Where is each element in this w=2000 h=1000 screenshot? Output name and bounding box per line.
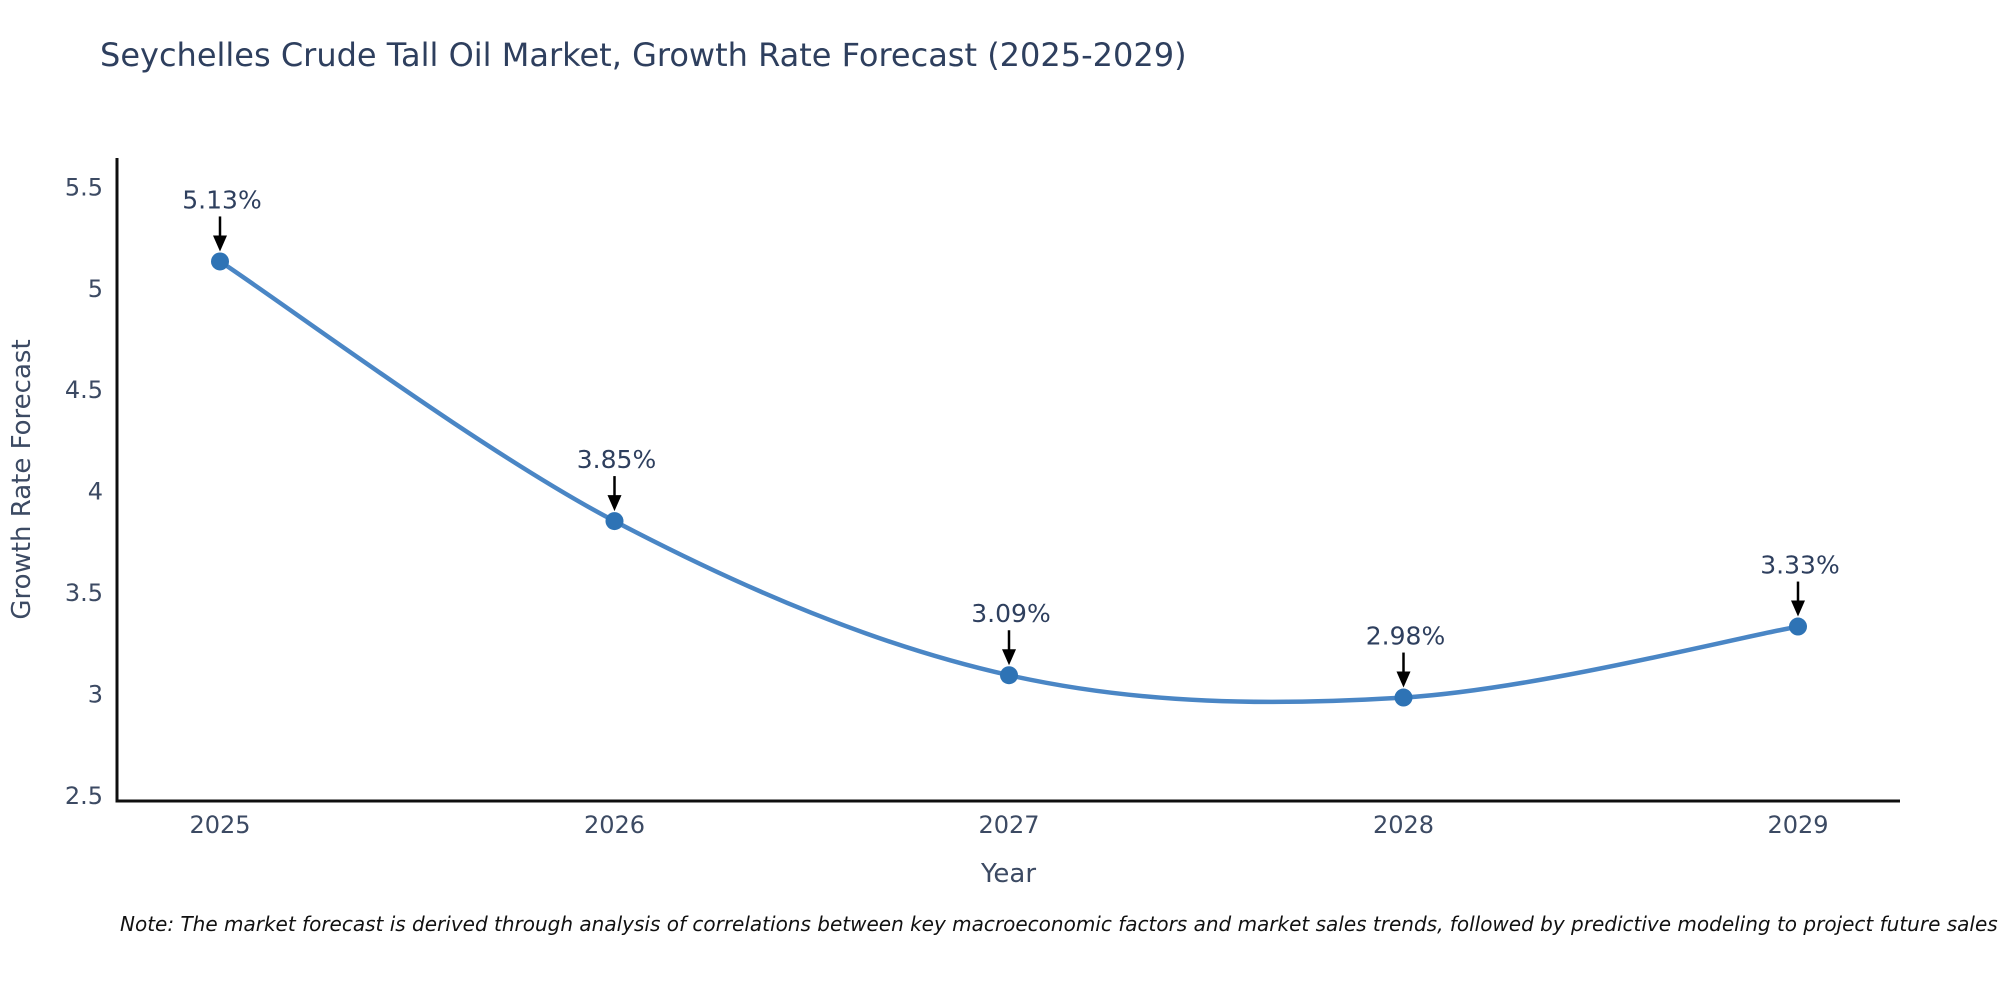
data-point-marker	[1000, 666, 1018, 685]
y-tick-label: 4.5	[65, 376, 103, 404]
x-axis-title: Year	[980, 859, 1036, 889]
x-tick-label: 2025	[189, 811, 250, 839]
annotation-arrowhead	[1396, 671, 1411, 688]
y-tick-label: 4	[88, 478, 103, 506]
annotation-arrowhead	[1002, 649, 1016, 666]
data-point-label: 3.33%	[1760, 551, 1839, 580]
data-point-marker	[211, 252, 229, 271]
data-point-label: 5.13%	[182, 185, 261, 214]
data-point-label: 2.98%	[1366, 622, 1445, 651]
data-point-marker	[605, 512, 624, 531]
x-tick-label: 2027	[978, 811, 1039, 839]
x-tick-label: 2026	[584, 811, 645, 839]
x-tick-label: 2028	[1373, 811, 1434, 839]
y-tick-label: 5	[88, 275, 103, 303]
y-tick-label: 2.5	[65, 782, 103, 810]
x-tick-label: 2029	[1767, 811, 1828, 839]
annotation-arrowhead	[213, 235, 227, 252]
y-tick-label: 3	[88, 680, 103, 708]
data-point-marker	[1394, 688, 1413, 707]
footnote: Note: The market forecast is derived thr…	[120, 912, 1998, 936]
chart-title: Seychelles Crude Tall Oil Market, Growth…	[100, 36, 1187, 74]
y-axis-title: Growth Rate Forecast	[7, 339, 37, 619]
y-tick-label: 3.5	[65, 579, 103, 607]
data-point-label: 3.09%	[971, 599, 1050, 628]
y-tick-label: 5.5	[65, 173, 103, 201]
data-point-marker	[1789, 617, 1807, 636]
annotation-arrowhead	[1791, 600, 1805, 617]
annotation-arrowhead	[607, 495, 622, 512]
data-point-label: 3.85%	[577, 445, 656, 474]
